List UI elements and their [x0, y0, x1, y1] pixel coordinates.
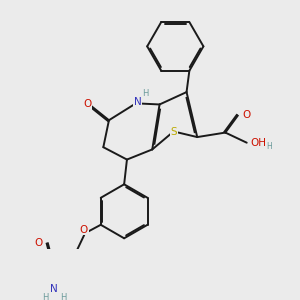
Text: H: H — [42, 293, 48, 300]
Text: OH: OH — [250, 138, 266, 148]
Text: N: N — [50, 284, 57, 295]
Text: S: S — [171, 127, 178, 137]
Text: O: O — [83, 99, 91, 109]
Text: H: H — [266, 142, 272, 151]
Text: O: O — [243, 110, 251, 120]
Text: O: O — [35, 238, 43, 248]
Text: N: N — [134, 97, 142, 106]
Text: H: H — [60, 293, 66, 300]
Text: O: O — [80, 225, 88, 235]
Text: H: H — [142, 89, 149, 98]
